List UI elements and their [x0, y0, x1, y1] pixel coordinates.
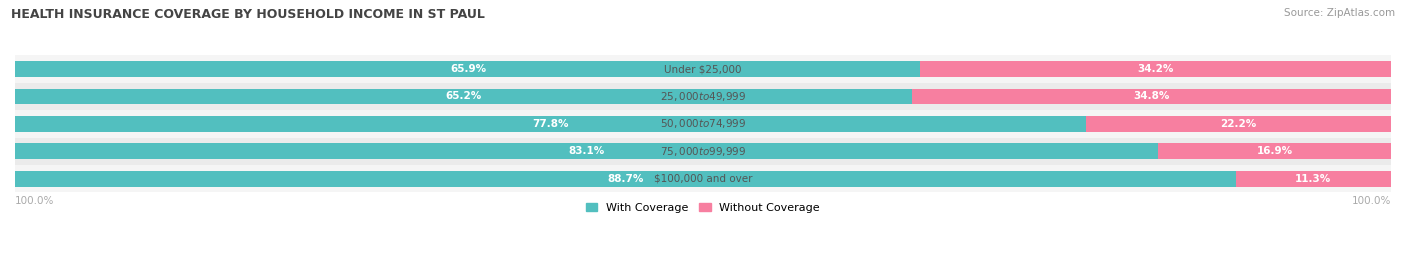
Text: 77.8%: 77.8%	[531, 119, 568, 129]
Bar	[15, 171, 1391, 187]
Text: 100.0%: 100.0%	[15, 196, 55, 206]
Bar	[15, 138, 1391, 165]
Bar	[15, 143, 1159, 159]
Bar	[1159, 143, 1391, 159]
Bar	[912, 89, 1391, 104]
Bar	[1236, 171, 1391, 187]
Text: $75,000 to $99,999: $75,000 to $99,999	[659, 145, 747, 158]
Legend: With Coverage, Without Coverage: With Coverage, Without Coverage	[582, 198, 824, 217]
Text: Source: ZipAtlas.com: Source: ZipAtlas.com	[1284, 8, 1395, 18]
Text: 65.9%: 65.9%	[450, 64, 486, 74]
Bar	[15, 110, 1391, 138]
Text: 83.1%: 83.1%	[568, 146, 605, 156]
Text: 65.2%: 65.2%	[446, 91, 482, 101]
Bar	[15, 171, 1236, 187]
Text: $25,000 to $49,999: $25,000 to $49,999	[659, 90, 747, 103]
Text: 34.2%: 34.2%	[1137, 64, 1174, 74]
Bar	[15, 61, 1391, 77]
Text: 34.8%: 34.8%	[1133, 91, 1170, 101]
Bar	[15, 116, 1391, 132]
Bar	[15, 116, 1085, 132]
Text: 100.0%: 100.0%	[1351, 196, 1391, 206]
Text: 11.3%: 11.3%	[1295, 174, 1331, 184]
Text: 22.2%: 22.2%	[1220, 119, 1257, 129]
Text: $100,000 and over: $100,000 and over	[654, 174, 752, 184]
Bar	[15, 89, 912, 104]
Text: 16.9%: 16.9%	[1257, 146, 1292, 156]
Bar	[15, 83, 1391, 110]
Bar	[921, 61, 1391, 77]
Text: 88.7%: 88.7%	[607, 174, 644, 184]
Bar	[15, 55, 1391, 83]
Bar	[15, 89, 1391, 104]
Text: Under $25,000: Under $25,000	[664, 64, 742, 74]
Bar	[15, 61, 922, 77]
Bar	[15, 165, 1391, 192]
Text: HEALTH INSURANCE COVERAGE BY HOUSEHOLD INCOME IN ST PAUL: HEALTH INSURANCE COVERAGE BY HOUSEHOLD I…	[11, 8, 485, 21]
Bar	[1085, 116, 1391, 132]
Bar	[15, 143, 1391, 159]
Text: $50,000 to $74,999: $50,000 to $74,999	[659, 117, 747, 130]
